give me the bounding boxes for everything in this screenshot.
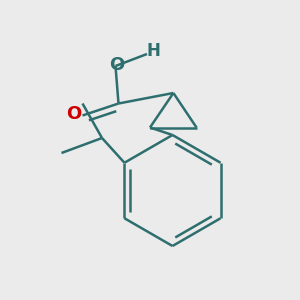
Text: O: O [110,56,124,74]
Text: O: O [67,105,82,123]
Text: H: H [146,42,160,60]
